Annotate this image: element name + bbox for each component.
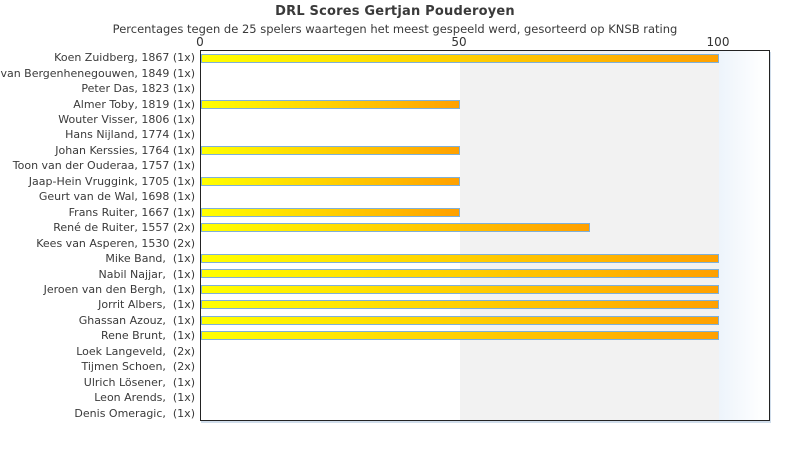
- player-label: Rene Brunt, (1x): [100, 329, 195, 343]
- bar-row: [201, 189, 769, 204]
- bar-row: [201, 143, 769, 158]
- plot-area: [200, 50, 770, 421]
- bar-row: [201, 51, 769, 66]
- bar-row: [201, 66, 769, 81]
- player-label: Almer Toby, 1819 (1x): [73, 97, 195, 111]
- y-axis-labels: Koen Zuidberg, 1867 (1x) van Bergenhenego…: [0, 50, 195, 421]
- player-label: Hans Nijland, 1774 (1x): [65, 128, 195, 142]
- bar-row: [201, 128, 769, 143]
- player-label: Jaap-Hein Vruggink, 1705 (1x): [28, 174, 195, 188]
- chart-title: DRL Scores Gertjan Pouderoyen: [275, 4, 515, 19]
- score-bar: [201, 146, 460, 156]
- player-label: René de Ruiter, 1557 (2x): [53, 221, 195, 235]
- player-label: Kees van Asperen, 1530 (2x): [36, 236, 195, 250]
- shaded-band-50-100: [460, 51, 719, 420]
- bar-row: [201, 328, 769, 343]
- player-label: Ghassan Azouz, (1x): [78, 313, 195, 327]
- bar-row: [201, 205, 769, 220]
- bar-row: [201, 297, 769, 312]
- x-tick-label: 100: [706, 35, 730, 49]
- bar-rows: [201, 51, 769, 420]
- player-label: Koen Zuidberg, 1867 (1x): [54, 51, 195, 65]
- player-label: Jorrit Albers, (1x): [98, 298, 195, 312]
- score-bar: [201, 54, 719, 64]
- score-bar: [201, 254, 719, 264]
- bar-row: [201, 359, 769, 374]
- bar-row: [201, 389, 769, 404]
- player-label: Nabil Najjar, (1x): [98, 267, 196, 281]
- bar-row: [201, 220, 769, 235]
- x-axis-ticks: 0 50 100: [0, 35, 790, 49]
- player-label: Tijmen Schoen, (2x): [81, 360, 196, 374]
- bar-row: [201, 174, 769, 189]
- x-tick-label: 0: [196, 35, 204, 49]
- bar-row: [201, 312, 769, 327]
- score-bar: [201, 284, 719, 294]
- score-bar: [201, 315, 719, 325]
- player-label: Mike Band, (1x): [105, 252, 195, 266]
- bar-row: [201, 82, 769, 97]
- score-bar: [201, 223, 590, 233]
- player-label: Frans Ruiter, 1667 (1x): [68, 205, 195, 219]
- player-label: Leon Arends, (1x): [94, 391, 195, 405]
- bar-row: [201, 405, 769, 420]
- score-bar: [201, 100, 460, 110]
- player-label: Wouter Visser, 1806 (1x): [58, 113, 195, 127]
- score-bar: [201, 207, 460, 217]
- player-label: Ulrich Lösener, (1x): [83, 375, 195, 389]
- bar-row: [201, 113, 769, 128]
- bar-row: [201, 374, 769, 389]
- player-label: Denis Omeragic, (1x): [74, 406, 195, 420]
- bar-row: [201, 97, 769, 112]
- score-bar: [201, 177, 460, 187]
- player-label: van Bergenhenegouwen, 1849 (1x): [0, 66, 195, 80]
- bar-row: [201, 266, 769, 281]
- bar-row: [201, 251, 769, 266]
- score-bar: [201, 300, 719, 310]
- player-label: Johan Kerssies, 1764 (1x): [55, 143, 195, 157]
- over-100-region: [719, 51, 769, 420]
- score-bar: [201, 330, 719, 340]
- player-label: Toon van der Ouderaa, 1757 (1x): [12, 159, 195, 173]
- bar-row: [201, 159, 769, 174]
- bar-row: [201, 343, 769, 358]
- player-label: Geurt van de Wal, 1698 (1x): [38, 190, 195, 204]
- score-bar: [201, 269, 719, 279]
- player-label: Jeroen van den Bergh, (1x): [43, 283, 195, 297]
- player-label: Loek Langeveld, (2x): [76, 344, 195, 358]
- bar-row: [201, 236, 769, 251]
- bar-row: [201, 282, 769, 297]
- chart-subtitle: Percentages tegen de 25 spelers waartege…: [112, 22, 678, 36]
- player-label: Peter Das, 1823 (1x): [81, 82, 195, 96]
- x-tick-label: 50: [451, 35, 467, 49]
